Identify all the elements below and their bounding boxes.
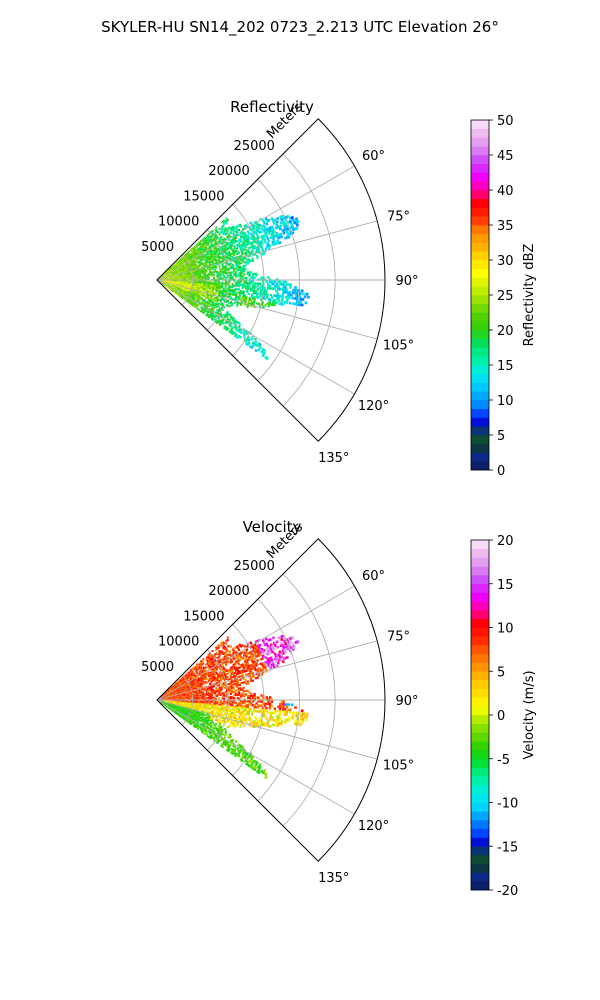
range-tick-label: 10000 xyxy=(158,635,199,650)
panel-reflectivity: Reflectivity500010000150002000025000Mete… xyxy=(141,98,537,479)
colorbar-tick-label: 0 xyxy=(497,709,505,724)
panel-title: Velocity xyxy=(243,518,302,536)
range-tick-label: 10000 xyxy=(158,215,199,230)
azimuth-gridline xyxy=(156,279,378,340)
colorbar-tick-label: 45 xyxy=(497,149,514,164)
azimuth-tick-label: 135° xyxy=(318,451,349,466)
colorbar-tick-label: 15 xyxy=(497,359,514,374)
azimuth-gridline xyxy=(156,165,355,281)
azimuth-gridline xyxy=(156,640,378,701)
colorbar-tick-label: 30 xyxy=(497,254,514,269)
azimuth-tick-label: 120° xyxy=(358,399,389,414)
colorbar-reflectivity: 0 5 10 15 20 25 30 35 40 45 50 Reflectivity dBZ xyxy=(470,114,537,479)
azimuth-tick-label: 75° xyxy=(387,629,410,644)
azimuth-gridline xyxy=(156,699,355,815)
azimuth-gridline xyxy=(156,220,378,281)
sector-frame xyxy=(156,118,386,442)
colorbar-tick-label: 50 xyxy=(497,114,514,129)
colorbar-tick-label: 10 xyxy=(497,394,514,409)
colorbar-tick-label: 0 xyxy=(497,464,505,479)
azimuth-tick-label: 60° xyxy=(362,149,385,164)
panel-title: Reflectivity xyxy=(230,98,314,116)
range-tick-label: 15000 xyxy=(183,609,224,624)
range-tick-label: 25000 xyxy=(234,559,275,574)
panel-velocity: Velocity500010000150002000025000Meters60… xyxy=(141,518,537,899)
range-tick-label: 20000 xyxy=(208,584,249,599)
radar-data-reflectivity xyxy=(157,215,310,360)
colorbar-tick-label: 20 xyxy=(497,534,514,549)
colorbar-tick-label: 5 xyxy=(497,665,505,680)
azimuth-gridline xyxy=(156,279,355,395)
colorbar-tick-label: 35 xyxy=(497,219,514,234)
azimuth-tick-label: 75° xyxy=(387,209,410,224)
colorbar-label: Reflectivity dBZ xyxy=(522,244,537,347)
colorbar-tick-label: -20 xyxy=(497,884,518,899)
sector-frame xyxy=(156,538,386,862)
azimuth-tick-label: 135° xyxy=(318,871,349,886)
colorbar-tick-label: -10 xyxy=(497,797,518,812)
colorbar-tick-label: -15 xyxy=(497,840,518,855)
figure-title: SKYLER-HU SN14_202 0723_2.213 UTC Elevat… xyxy=(101,18,499,37)
colorbar-tick-label: 20 xyxy=(497,324,514,339)
colorbar-tick-label: 15 xyxy=(497,578,514,593)
colorbar-tick-label: 5 xyxy=(497,429,505,444)
azimuth-gridline xyxy=(156,699,378,760)
colorbar-velocity: -20 -15 -10 -5 0 5 10 15 20 Velocity (m/s) xyxy=(470,534,537,899)
azimuth-tick-label: 60° xyxy=(362,569,385,584)
range-tick-label: 25000 xyxy=(234,139,275,154)
range-tick-label: 5000 xyxy=(141,660,174,675)
azimuth-tick-label: 90° xyxy=(395,694,418,709)
colorbar-tick-label: -5 xyxy=(497,753,510,768)
azimuth-tick-label: 105° xyxy=(383,339,414,354)
range-tick-label: 20000 xyxy=(208,164,249,179)
range-tick-label: 15000 xyxy=(183,189,224,204)
colorbar-tick-label: 10 xyxy=(497,622,514,637)
range-tick-label: 5000 xyxy=(141,240,174,255)
colorbar-tick-label: 40 xyxy=(497,184,514,199)
colorbar-tick-label: 25 xyxy=(497,289,514,304)
azimuth-gridline xyxy=(156,585,355,701)
azimuth-tick-label: 105° xyxy=(383,759,414,774)
azimuth-tick-label: 120° xyxy=(358,819,389,834)
azimuth-tick-label: 90° xyxy=(395,274,418,289)
colorbar-label: Velocity (m/s) xyxy=(522,670,537,759)
